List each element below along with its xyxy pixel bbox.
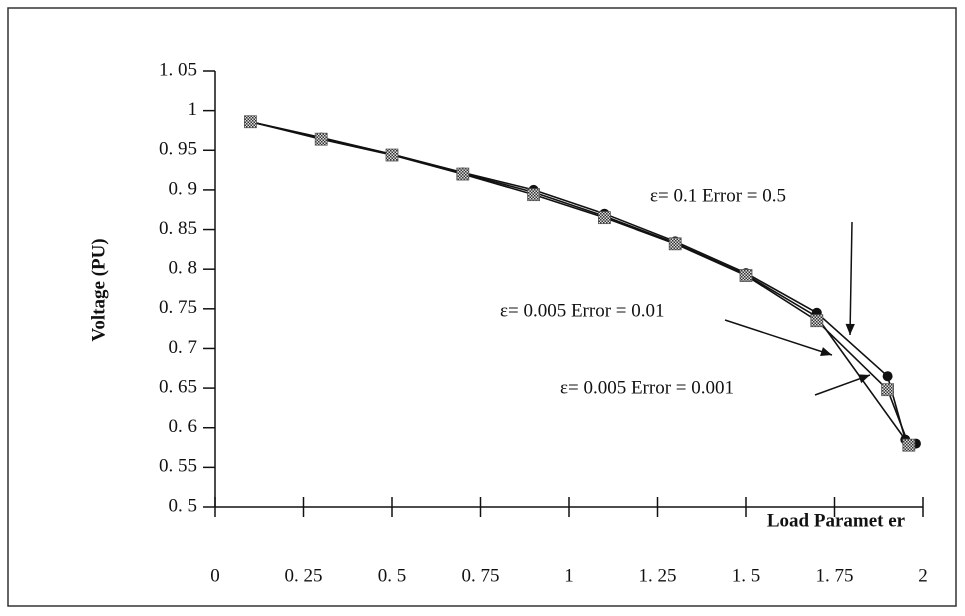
marker [668,237,682,251]
marker [456,167,470,181]
marker [902,438,916,452]
y-tick-label: 0. 5 [169,495,198,516]
y-tick-label: 0. 75 [159,297,197,318]
y-tick-label: 1 [188,99,198,120]
arrow-head [820,347,832,357]
y-tick-label: 0. 8 [169,258,198,279]
x-tick-label: 0 [210,565,220,586]
y-tick-label: 0. 9 [169,178,198,199]
x-tick-label: 2 [918,565,928,586]
x-tick-label: 1. 75 [816,565,854,586]
frame [7,7,957,607]
y-tick-label: 0. 6 [169,416,198,437]
y-tick-label: 0. 55 [159,456,197,477]
y-tick-label: 1. 05 [159,59,197,80]
annotation: ε= 0.005 Error = 0.01 [500,300,665,321]
annotation-arrow [849,221,853,336]
y-tick-label: 0. 7 [169,337,198,358]
marker [881,383,894,397]
annotation-arrow [724,319,833,356]
x-tick-label: 0. 5 [378,565,407,586]
marker [810,314,824,328]
annotation: ε= 0.1 Error = 0.5 [650,185,786,206]
y-tick-label: 0. 85 [159,218,197,239]
annotation: ε= 0.005 Error = 0.001 [560,377,734,398]
marker [598,211,611,225]
x-tick-label: 0. 25 [285,565,323,586]
x-tick-label: 0. 75 [462,565,500,586]
x-tick-label: 1 [564,565,574,586]
y-tick-label: 0. 95 [159,139,197,160]
arrow-head [845,323,855,335]
x-axis-label: Load Paramet er [767,510,906,531]
arrow-head [858,374,870,384]
marker [385,148,399,162]
y-axis-label: Voltage (PU) [88,238,109,341]
marker [314,132,328,146]
x-tick-label: 1. 5 [732,565,761,586]
y-tick-label: 0. 65 [159,376,197,397]
marker [739,269,753,282]
marker [527,188,540,202]
marker [882,371,893,382]
marker [243,115,257,129]
x-tick-label: 1. 25 [639,565,677,586]
